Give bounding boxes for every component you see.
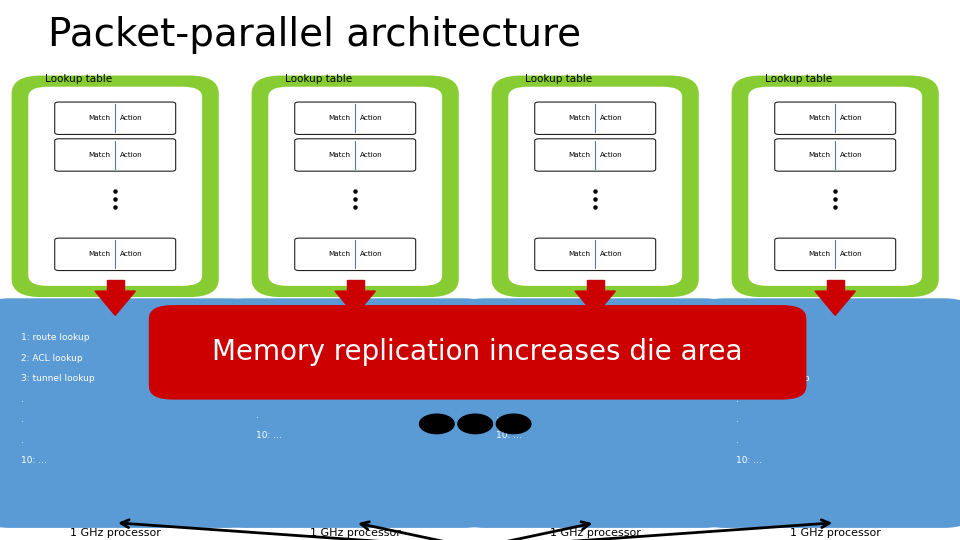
FancyBboxPatch shape xyxy=(535,139,656,171)
FancyBboxPatch shape xyxy=(216,300,492,526)
Text: Lookup table: Lookup table xyxy=(285,73,352,84)
FancyBboxPatch shape xyxy=(507,85,684,287)
Text: Lookup table: Lookup table xyxy=(45,73,112,84)
Text: .: . xyxy=(21,436,24,445)
Text: Match: Match xyxy=(808,251,830,258)
Text: Action: Action xyxy=(360,152,383,158)
Text: Match: Match xyxy=(808,115,830,122)
Text: Action: Action xyxy=(120,115,143,122)
Text: 3: tunnel lookup: 3: tunnel lookup xyxy=(736,374,810,383)
Text: 2: ACL lookup: 2: ACL lookup xyxy=(736,354,798,363)
Text: Action: Action xyxy=(360,115,383,122)
Polygon shape xyxy=(95,291,135,315)
Text: Match: Match xyxy=(568,115,590,122)
FancyBboxPatch shape xyxy=(535,238,656,271)
FancyBboxPatch shape xyxy=(775,102,896,134)
Text: Action: Action xyxy=(600,115,623,122)
FancyBboxPatch shape xyxy=(55,238,176,271)
Text: .: . xyxy=(21,415,24,424)
Text: Action: Action xyxy=(840,115,863,122)
FancyBboxPatch shape xyxy=(295,238,416,271)
Text: .: . xyxy=(496,411,499,420)
Text: Match: Match xyxy=(328,115,350,122)
Text: Match: Match xyxy=(568,152,590,158)
Text: .: . xyxy=(496,370,499,379)
Text: .: . xyxy=(256,411,259,420)
Text: 1: route lookup: 1: route lookup xyxy=(21,333,89,342)
Polygon shape xyxy=(335,291,375,315)
Text: Match: Match xyxy=(88,152,110,158)
Text: Match: Match xyxy=(328,152,350,158)
Text: Packet-parallel architecture: Packet-parallel architecture xyxy=(48,16,581,54)
Text: .: . xyxy=(736,436,739,445)
Circle shape xyxy=(496,414,531,434)
FancyBboxPatch shape xyxy=(775,238,896,271)
Polygon shape xyxy=(107,280,124,291)
Text: .: . xyxy=(256,370,259,379)
Text: Action: Action xyxy=(840,251,863,258)
FancyBboxPatch shape xyxy=(149,305,806,400)
Text: .: . xyxy=(736,415,739,424)
FancyBboxPatch shape xyxy=(254,78,456,294)
FancyBboxPatch shape xyxy=(295,139,416,171)
Text: Action: Action xyxy=(600,251,623,258)
Polygon shape xyxy=(575,291,615,315)
Text: Lookup table: Lookup table xyxy=(765,73,832,84)
Circle shape xyxy=(458,414,492,434)
FancyBboxPatch shape xyxy=(295,102,416,134)
Text: Action: Action xyxy=(600,152,623,158)
FancyBboxPatch shape xyxy=(696,300,960,526)
Text: 1 GHz processor: 1 GHz processor xyxy=(310,528,400,538)
Text: Action: Action xyxy=(120,251,143,258)
Text: 10: ...: 10: ... xyxy=(256,431,282,441)
FancyBboxPatch shape xyxy=(775,139,896,171)
FancyBboxPatch shape xyxy=(55,102,176,134)
Text: .: . xyxy=(21,395,24,404)
FancyBboxPatch shape xyxy=(0,300,257,526)
Text: Action: Action xyxy=(840,152,863,158)
FancyBboxPatch shape xyxy=(267,85,444,287)
Text: Match: Match xyxy=(568,251,590,258)
Text: Action: Action xyxy=(360,251,383,258)
FancyBboxPatch shape xyxy=(27,85,204,287)
Text: 1 GHz processor: 1 GHz processor xyxy=(550,528,640,538)
Text: Action: Action xyxy=(120,152,143,158)
Text: Match: Match xyxy=(808,152,830,158)
Polygon shape xyxy=(815,291,855,315)
FancyBboxPatch shape xyxy=(14,78,216,294)
Polygon shape xyxy=(347,280,364,291)
Text: 10: ...: 10: ... xyxy=(496,431,522,441)
Text: .: . xyxy=(496,390,499,400)
Text: Match: Match xyxy=(328,251,350,258)
FancyBboxPatch shape xyxy=(734,78,936,294)
FancyBboxPatch shape xyxy=(456,300,732,526)
Text: 3: tunnel lookup: 3: tunnel lookup xyxy=(21,374,95,383)
Text: 1: route lookup: 1: route lookup xyxy=(736,333,804,342)
FancyBboxPatch shape xyxy=(55,139,176,171)
Text: 10: ...: 10: ... xyxy=(736,456,762,465)
Polygon shape xyxy=(827,280,844,291)
Circle shape xyxy=(420,414,454,434)
Text: 10: ...: 10: ... xyxy=(21,456,47,465)
Text: 1 GHz processor: 1 GHz processor xyxy=(70,528,160,538)
FancyBboxPatch shape xyxy=(747,85,924,287)
Text: .: . xyxy=(736,395,739,404)
Text: Lookup table: Lookup table xyxy=(525,73,592,84)
FancyBboxPatch shape xyxy=(535,102,656,134)
Text: Match: Match xyxy=(88,251,110,258)
Text: 2: ACL lookup: 2: ACL lookup xyxy=(21,354,83,363)
Text: .: . xyxy=(256,390,259,400)
Text: Memory replication increases die area: Memory replication increases die area xyxy=(212,339,743,366)
FancyBboxPatch shape xyxy=(494,78,696,294)
Text: Match: Match xyxy=(88,115,110,122)
Polygon shape xyxy=(587,280,604,291)
Text: 1 GHz processor: 1 GHz processor xyxy=(790,528,880,538)
